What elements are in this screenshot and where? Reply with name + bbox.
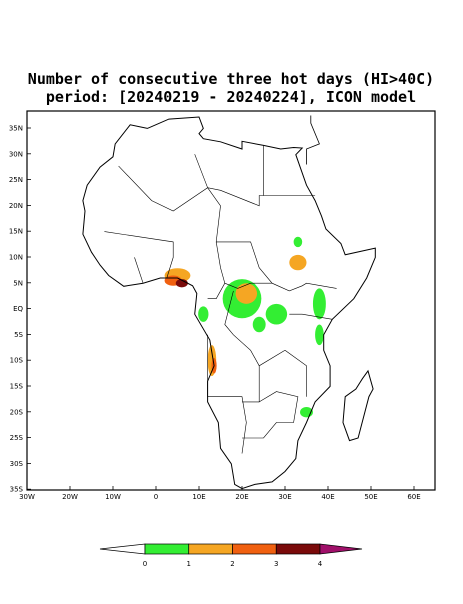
lat-label: 30S <box>10 460 24 468</box>
colorbar-label: 0 <box>143 560 147 568</box>
lon-label: 40E <box>321 493 334 501</box>
hot-area <box>175 279 188 288</box>
lon-label: 60E <box>407 493 420 501</box>
colorbar-segment <box>275 543 321 555</box>
lon-label: 10W <box>105 493 121 501</box>
border <box>194 154 208 188</box>
hot-area <box>315 324 324 346</box>
title: Number of consecutive three hot days (HI… <box>28 70 434 88</box>
hot-area <box>265 303 288 325</box>
hot-area <box>312 288 326 320</box>
lat-label: 20N <box>9 202 23 210</box>
border <box>242 365 299 439</box>
border <box>207 187 337 292</box>
colorbar-under <box>99 543 146 555</box>
lat-label: 5S <box>14 331 23 339</box>
lon-label: 20E <box>235 493 248 501</box>
lon-label: 10E <box>192 493 205 501</box>
colorbar-segment <box>232 543 277 555</box>
border <box>207 241 226 300</box>
colorbar-label: 3 <box>274 560 278 568</box>
lat-label: 25N <box>9 176 23 184</box>
lat-label: 35N <box>9 125 23 133</box>
hot-area <box>235 283 258 304</box>
coastline <box>342 369 374 442</box>
border <box>289 313 333 320</box>
lon-label: 0 <box>154 493 158 501</box>
border <box>263 145 316 196</box>
border <box>224 282 273 289</box>
map-frame <box>26 110 436 491</box>
lat-label: 15N <box>9 228 23 236</box>
map <box>82 115 376 490</box>
border <box>284 350 307 397</box>
lon-label: 30W <box>19 493 35 501</box>
colorbar-segment <box>188 543 233 555</box>
lon-label: 30E <box>278 493 291 501</box>
colorbar-label: 4 <box>318 560 323 568</box>
border <box>207 334 247 454</box>
coastline <box>306 115 320 165</box>
hot-area <box>289 254 307 271</box>
lat-label: 30N <box>9 150 23 158</box>
colorbar-segment <box>144 543 190 555</box>
lon-label: 20W <box>62 493 78 501</box>
subtitle: period: [20240219 - 20240224], ICON mode… <box>46 88 416 106</box>
colorbar-label: 1 <box>187 560 191 568</box>
border <box>224 290 286 367</box>
lat-label: 10N <box>9 254 23 262</box>
lat-label: 25S <box>10 434 24 442</box>
border <box>104 231 174 279</box>
lat-label: 35S <box>10 486 24 494</box>
lat-label: 10S <box>10 357 24 365</box>
lat-label: EQ <box>13 305 23 313</box>
lon-label: 50E <box>364 493 377 501</box>
colorbar-over <box>319 543 363 555</box>
hot-area <box>252 316 266 333</box>
border <box>134 257 144 284</box>
lat-label: 20S <box>10 408 24 416</box>
lat-label: 5N <box>13 279 23 287</box>
lat-label: 15S <box>10 383 24 391</box>
hot-area <box>293 236 303 248</box>
coastline <box>82 116 376 490</box>
colorbar-label: 2 <box>230 560 234 568</box>
hot-area <box>198 306 209 322</box>
border <box>118 165 264 212</box>
